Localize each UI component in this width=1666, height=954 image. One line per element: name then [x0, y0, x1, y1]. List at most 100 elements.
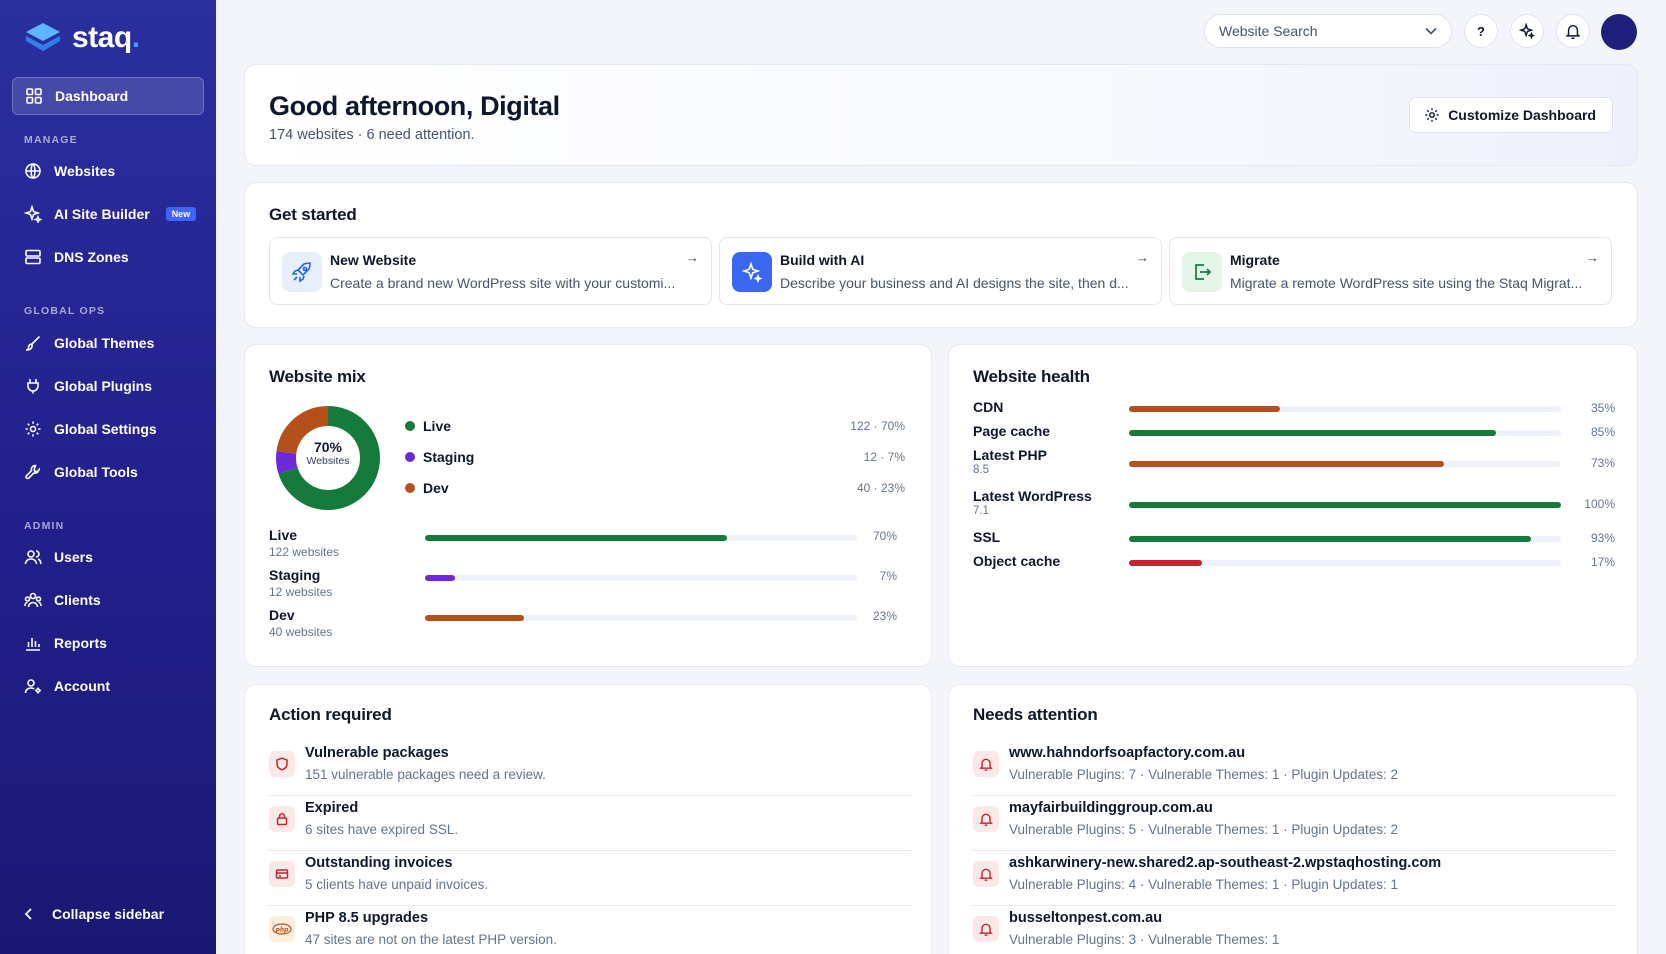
nav-global-plugins[interactable]: Global Plugins	[12, 367, 204, 405]
action-item-php-upgrades[interactable]: php PHP 8.5 upgrades 47 sites are not on…	[269, 906, 911, 954]
nav-global-settings[interactable]: Global Settings	[12, 410, 204, 448]
health-bar-track	[1129, 461, 1561, 467]
nav-label: Global Plugins	[54, 378, 153, 394]
needs-attention-title: Needs attention	[973, 705, 1098, 724]
mix-bar-fill	[425, 575, 456, 581]
customize-label: Customize Dashboard	[1448, 107, 1596, 123]
health-percent: 35%	[1590, 401, 1615, 415]
nav-ai-site-builder[interactable]: AI Site Builder New	[12, 195, 204, 233]
nav-websites[interactable]: Websites	[12, 152, 204, 190]
site-domain: busseltonpest.com.au	[1009, 910, 1163, 926]
action-description: 47 sites are not on the latest PHP versi…	[305, 932, 557, 947]
health-metric-name: Latest WordPress	[973, 488, 1092, 504]
action-title: Vulnerable packages	[305, 745, 449, 761]
mix-bar-name: Dev	[269, 607, 295, 623]
nav-label: DNS Zones	[54, 249, 129, 265]
nav-dashboard[interactable]: Dashboard	[12, 77, 204, 115]
brand-dot: .	[131, 21, 140, 54]
ai-assistant-button[interactable]	[1510, 14, 1544, 48]
arrow-right-icon: →	[1136, 250, 1149, 265]
health-bar-fill	[1129, 461, 1445, 467]
mix-bar-count: 40 websites	[269, 625, 333, 639]
chevron-left-icon	[24, 908, 32, 920]
credit-card-icon	[269, 861, 295, 887]
section-manage: MANAGE	[24, 134, 78, 146]
health-bar-fill	[1129, 430, 1497, 436]
nav-global-themes[interactable]: Global Themes	[12, 324, 204, 362]
legend-dot	[405, 452, 415, 462]
mix-bar-percent: 7%	[879, 569, 897, 583]
website-search-select[interactable]: Website Search	[1204, 14, 1452, 48]
collapse-sidebar-button[interactable]: Collapse sidebar	[24, 906, 164, 922]
action-description: 6 sites have expired SSL.	[305, 822, 459, 837]
nav-reports[interactable]: Reports	[12, 624, 204, 662]
tile-title: Build with AI	[780, 252, 865, 268]
gear-icon	[25, 421, 41, 437]
bell-icon	[1565, 24, 1581, 39]
nav-account[interactable]: Account	[12, 667, 204, 705]
health-metric-name: SSL	[973, 529, 1001, 545]
nav-label: Users	[54, 549, 93, 565]
nav-dns-zones[interactable]: DNS Zones	[12, 238, 204, 276]
gear-icon	[1425, 108, 1439, 122]
website-health-title: Website health	[973, 367, 1090, 386]
arrow-right-icon: →	[1586, 250, 1599, 265]
migrate-tile[interactable]: Migrate Migrate a remote WordPress site …	[1169, 237, 1612, 305]
nav-label: Websites	[54, 163, 116, 179]
nav-label: Account	[54, 678, 110, 694]
notifications-button[interactable]	[1556, 14, 1590, 48]
action-title: Expired	[305, 800, 359, 816]
sparkle-icon	[732, 252, 772, 292]
build-with-ai-tile[interactable]: Build with AI Describe your business and…	[719, 237, 1162, 305]
attention-item[interactable]: busseltonpest.com.au Vulnerable Plugins:…	[973, 906, 1615, 954]
mix-bar-fill	[425, 535, 728, 541]
section-global-ops: GLOBAL OPS	[24, 305, 106, 317]
action-description: 5 clients have unpaid invoices.	[305, 877, 489, 892]
mix-bar-track	[425, 575, 857, 581]
mix-bar-name: Live	[269, 527, 298, 543]
donut-percent: 70%	[313, 439, 343, 455]
attention-item[interactable]: mayfairbuildinggroup.com.au Vulnerable P…	[973, 796, 1615, 851]
section-admin: ADMIN	[24, 520, 65, 532]
attention-item[interactable]: ashkarwinery-new.shared2.ap-southeast-2.…	[973, 851, 1615, 906]
health-bar-fill	[1129, 406, 1281, 412]
php-icon: php	[269, 916, 295, 942]
website-mix-donut	[276, 406, 380, 510]
attention-item[interactable]: www.hahndorfsoapfactory.com.au Vulnerabl…	[973, 741, 1615, 796]
nav-users[interactable]: Users	[12, 538, 204, 576]
server-icon	[25, 249, 41, 265]
bell-icon	[973, 916, 999, 942]
tile-description: Describe your business and AI designs th…	[780, 275, 1129, 291]
brush-icon	[25, 335, 41, 351]
site-domain: mayfairbuildinggroup.com.au	[1009, 800, 1213, 816]
user-avatar[interactable]	[1601, 14, 1637, 50]
health-metric-version: 7.1	[973, 505, 989, 517]
nav-label: Global Tools	[54, 464, 138, 480]
help-button[interactable]: ?	[1464, 14, 1498, 48]
sparkle-icon	[1519, 23, 1535, 39]
health-row: CDN 35%	[973, 399, 1615, 437]
mix-bar-name: Staging	[269, 567, 321, 583]
customize-dashboard-button[interactable]: Customize Dashboard	[1409, 97, 1613, 133]
nav-clients[interactable]: Clients	[12, 581, 204, 619]
mix-bar-track	[425, 615, 857, 621]
action-item-vulnerable-packages[interactable]: Vulnerable packages 151 vulnerable packa…	[269, 741, 911, 796]
rocket-icon	[282, 252, 322, 292]
health-bar-fill	[1129, 560, 1203, 566]
logo[interactable]: staq.	[24, 20, 140, 56]
legend-name: Live	[423, 418, 452, 434]
site-issues: Vulnerable Plugins: 4 · Vulnerable Theme…	[1009, 877, 1398, 892]
new-website-tile[interactable]: New Website Create a brand new WordPress…	[269, 237, 712, 305]
tile-description: Migrate a remote WordPress site using th…	[1230, 275, 1583, 291]
donut-slice-dev	[276, 406, 380, 510]
action-item-outstanding-invoices[interactable]: Outstanding invoices 5 clients have unpa…	[269, 851, 911, 906]
mix-bar-percent: 70%	[872, 529, 897, 543]
health-metric-name: Latest PHP	[973, 447, 1047, 463]
wrench-icon	[25, 464, 40, 480]
mix-bar-percent: 23%	[872, 609, 897, 623]
action-item-expired[interactable]: Expired 6 sites have expired SSL.	[269, 796, 911, 851]
welcome-card: Good afternoon, Digital 174 websites · 6…	[244, 64, 1638, 166]
nav-global-tools[interactable]: Global Tools	[12, 453, 204, 491]
collapse-label: Collapse sidebar	[52, 906, 165, 922]
health-percent: 85%	[1590, 425, 1615, 439]
